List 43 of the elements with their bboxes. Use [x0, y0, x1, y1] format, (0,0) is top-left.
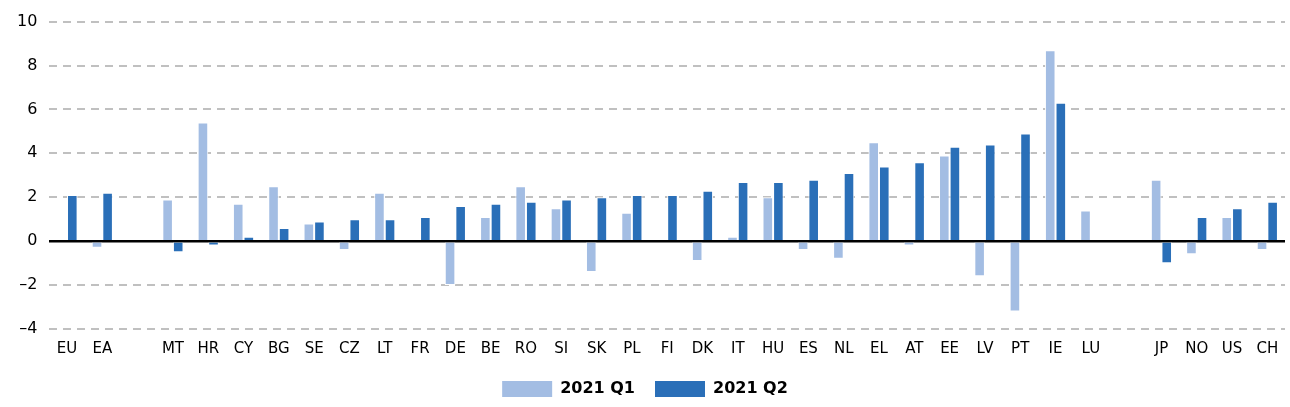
x-tick-label: RO	[514, 338, 538, 357]
x-tick-label: EL	[870, 338, 889, 357]
legend-label: 2021 Q2	[713, 378, 788, 398]
x-tick-label: ES	[798, 338, 818, 357]
x-tick-label: FI	[660, 338, 674, 357]
y-tick-label: 2	[27, 186, 38, 206]
x-tick-label: EE	[940, 338, 960, 357]
x-tick-label: SI	[554, 338, 569, 357]
x-tick-label: PL	[623, 338, 642, 357]
x-tick-label: BG	[268, 338, 290, 357]
y-tick-label: –4	[19, 318, 38, 338]
x-tick-label: LT	[377, 338, 394, 357]
x-tick-label: DK	[691, 338, 715, 357]
x-tick-label: MT	[161, 338, 185, 357]
x-tick-label: US	[1221, 338, 1243, 357]
x-tick-label: HR	[197, 338, 220, 357]
x-tick-label: NL	[833, 338, 855, 357]
x-tick-label: BE	[480, 338, 501, 357]
x-tick-label: EA	[92, 338, 113, 357]
y-tick-label: –2	[19, 274, 38, 294]
x-tick-label: SK	[586, 338, 608, 357]
legend-label: 2021 Q1	[560, 378, 636, 398]
x-tick-label: EU	[56, 338, 78, 357]
y-tick-label: 10	[17, 10, 38, 30]
x-tick-label: JP	[1153, 338, 1169, 357]
y-tick-label: 0	[27, 230, 38, 250]
x-tick-label: IT	[730, 338, 746, 357]
y-tick-label: 4	[27, 142, 38, 162]
x-tick-label: FR	[410, 338, 430, 357]
x-tick-label: CH	[1256, 338, 1279, 357]
x-tick-label: SE	[304, 338, 324, 357]
x-tick-label: AT	[905, 338, 925, 357]
y-tick-label: 6	[27, 98, 38, 118]
x-tick-label: LU	[1081, 338, 1101, 357]
y-tick-label: 8	[27, 54, 38, 74]
x-tick-label: LV	[976, 338, 995, 357]
x-tick-label: PT	[1011, 338, 1031, 357]
x-tick-label: HU	[761, 338, 785, 357]
x-tick-label: CZ	[339, 338, 360, 357]
x-tick-label: CY	[233, 338, 255, 357]
x-tick-label: IE	[1048, 338, 1063, 357]
x-tick-label: DE	[444, 338, 466, 357]
x-tick-label: NO	[1185, 338, 1209, 357]
